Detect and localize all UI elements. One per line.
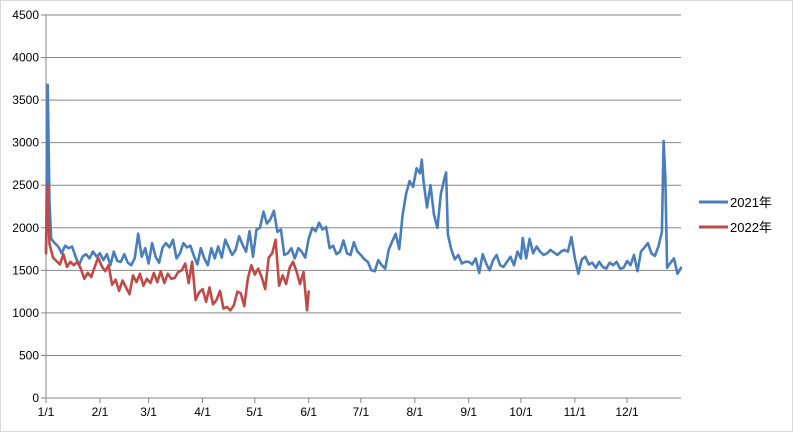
y-tick-label: 2000 [12, 221, 39, 235]
legend-label: 2022年 [730, 220, 772, 235]
x-tick-label: 2/1 [92, 405, 109, 419]
x-tick-label: 3/1 [140, 405, 157, 419]
y-tick-labels: 0 500 1000 1500 2000 2500 3000 3500 4000 4500 [12, 8, 39, 405]
y-tick-label: 3000 [12, 136, 39, 150]
x-tick-label: 9/1 [460, 405, 477, 419]
series-line-2021年 [44, 83, 683, 276]
gridlines [46, 14, 681, 356]
y-tick-label: 2500 [12, 178, 39, 192]
series-lines [44, 83, 683, 312]
x-tick-label: 1/1 [38, 405, 55, 419]
y-tick-label: 4500 [12, 8, 39, 22]
axes [41, 14, 681, 403]
x-tick-label: 4/1 [194, 405, 211, 419]
legend-label: 2021年 [730, 195, 772, 210]
y-tick-label: 3500 [12, 93, 39, 107]
y-tick-label: 500 [19, 348, 39, 362]
x-tick-label: 12/1 [615, 405, 639, 419]
y-tick-label: 1000 [12, 306, 39, 320]
x-tick-label: 7/1 [353, 405, 370, 419]
y-tick-label: 1500 [12, 263, 39, 277]
legend: 2021年 2022年 [699, 195, 772, 235]
x-tick-label: 5/1 [246, 405, 263, 419]
x-tick-label: 8/1 [406, 405, 423, 419]
x-tick-labels: 1/1 2/1 3/1 4/1 5/1 6/1 7/1 8/1 9/1 10/1 11/1 12/1 [38, 405, 639, 419]
y-tick-label: 4000 [12, 51, 39, 65]
y-tick-label: 0 [32, 391, 39, 405]
x-tick-label: 11/1 [564, 405, 587, 419]
series-line-2022年 [44, 183, 311, 312]
x-tick-label: 6/1 [300, 405, 317, 419]
x-tick-label: 10/1 [509, 405, 533, 419]
